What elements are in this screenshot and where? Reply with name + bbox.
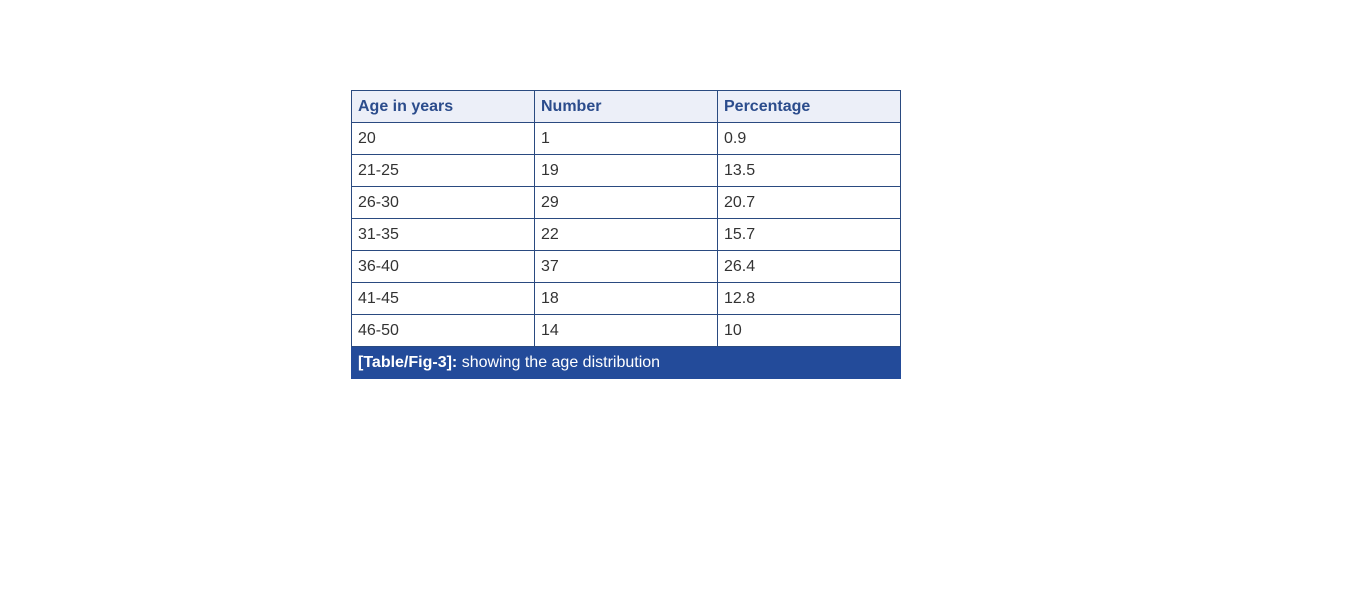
- table-row: 41-45 18 12.8: [351, 282, 901, 315]
- caption-row: [Table/Fig-3]: showing the age distribut…: [351, 346, 901, 379]
- cell-percentage: 0.9: [717, 122, 901, 155]
- age-distribution-table: Age in years Number Percentage 20 1 0.9 21-…: [351, 90, 901, 379]
- cell-age: 36-40: [351, 250, 535, 283]
- table-row: 21-25 19 13.5: [351, 154, 901, 187]
- table-header-row: Age in years Number Percentage: [351, 90, 901, 123]
- cell-number: 37: [534, 250, 718, 283]
- cell-number: 18: [534, 282, 718, 315]
- caption-text: showing the age distribution: [457, 353, 661, 371]
- caption-label: [Table/Fig-3]:: [358, 353, 458, 371]
- cell-percentage: 26.4: [717, 250, 901, 283]
- cell-age: 46-50: [351, 314, 535, 347]
- cell-percentage: 15.7: [717, 218, 901, 251]
- cell-percentage: 13.5: [717, 154, 901, 187]
- header-number: Number: [534, 90, 718, 123]
- cell-number: 19: [534, 154, 718, 187]
- cell-number: 22: [534, 218, 718, 251]
- cell-number: 1: [534, 122, 718, 155]
- cell-number: 14: [534, 314, 718, 347]
- cell-age: 20: [351, 122, 535, 155]
- table-row: 46-50 14 10: [351, 314, 901, 347]
- table-row: 31-35 22 15.7: [351, 218, 901, 251]
- table-row: 36-40 37 26.4: [351, 250, 901, 283]
- cell-age: 21-25: [351, 154, 535, 187]
- header-percentage: Percentage: [717, 90, 901, 123]
- cell-percentage: 10: [717, 314, 901, 347]
- cell-percentage: 20.7: [717, 186, 901, 219]
- cell-age: 31-35: [351, 218, 535, 251]
- cell-number: 29: [534, 186, 718, 219]
- table-caption: [Table/Fig-3]: showing the age distribut…: [351, 346, 901, 379]
- cell-age: 26-30: [351, 186, 535, 219]
- table-row: 20 1 0.9: [351, 122, 901, 155]
- cell-percentage: 12.8: [717, 282, 901, 315]
- header-age: Age in years: [351, 90, 535, 123]
- table-row: 26-30 29 20.7: [351, 186, 901, 219]
- cell-age: 41-45: [351, 282, 535, 315]
